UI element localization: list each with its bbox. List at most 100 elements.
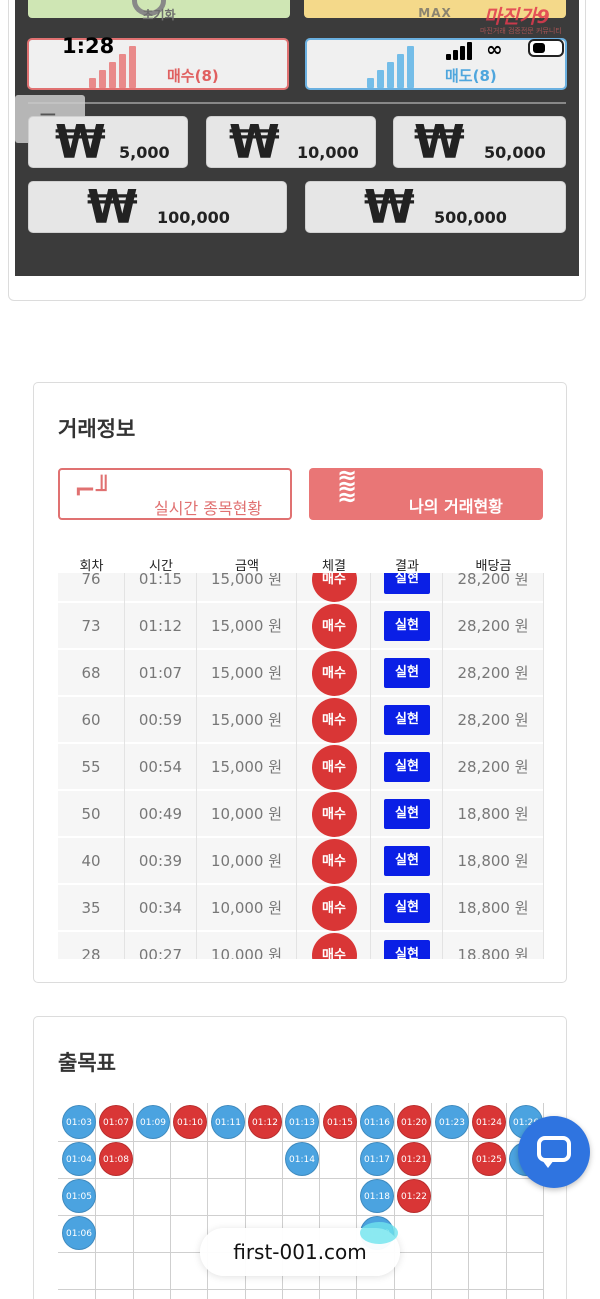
result-chart-title: 출목표 xyxy=(58,1051,116,1075)
result-bead: 01:22 xyxy=(397,1179,431,1213)
max-button[interactable]: MAX xyxy=(304,0,566,20)
signal-up-icon xyxy=(89,44,145,88)
watermark-logo: 마진가9 마진거래 검증전문 커뮤니티 xyxy=(470,2,594,36)
table-cell xyxy=(297,556,371,603)
url-text: first-001.com xyxy=(233,1240,367,1264)
fill-badge: 매수 xyxy=(311,651,357,696)
tab-mine-label: 나의 거래현황 xyxy=(409,497,503,516)
table-row: 60 00:59 15,000 원 28,200 원 매수 실현 xyxy=(58,697,544,744)
status-time: 1:28 xyxy=(62,34,115,58)
sell-label: 매도(8) xyxy=(445,67,497,85)
result-badge: 실현 xyxy=(384,752,430,782)
tab-live-status[interactable]: ⌐╜ 실시간 종목현황 xyxy=(58,468,292,520)
table-cell xyxy=(371,885,443,932)
table-cell: 10,000 원 xyxy=(197,932,297,959)
table-cell: 73 xyxy=(58,603,125,650)
table-cell: 10,000 원 xyxy=(197,885,297,932)
result-bead: 01:15 xyxy=(323,1105,357,1139)
table-row: 50 00:49 10,000 원 18,800 원 매수 실현 xyxy=(58,791,544,838)
table-cell xyxy=(371,791,443,838)
column-header: 시간 xyxy=(149,559,173,574)
result-bead: 01:05 xyxy=(62,1179,96,1213)
table-cell: 01:12 xyxy=(125,603,197,650)
won-icon: ₩ xyxy=(87,180,138,234)
amount-button-10000[interactable]: ₩ 10,000 xyxy=(206,116,376,168)
pulse-icon: ⌐╜ xyxy=(74,476,112,506)
amount-button-5000[interactable]: ₩ 5,000 xyxy=(28,116,188,168)
table-cell: 15,000 원 xyxy=(197,556,297,603)
reset-label: 초기화 xyxy=(142,8,176,22)
table-cell xyxy=(371,650,443,697)
url-bar[interactable]: first-001.com xyxy=(200,1222,400,1276)
table-cell xyxy=(297,697,371,744)
table-cell xyxy=(297,885,371,932)
result-badge: 실현 xyxy=(384,611,430,641)
table-cell: 15,000 원 xyxy=(197,603,297,650)
reset-icon xyxy=(132,0,166,16)
tab-my-trades[interactable]: ≈ ≈ ≈ 나의 거래현황 xyxy=(309,463,543,520)
fill-badge: 매수 xyxy=(311,698,357,743)
fill-badge: 매수 xyxy=(311,933,357,959)
amount-value: 5,000 xyxy=(119,143,170,162)
table-cell xyxy=(297,650,371,697)
table-cell xyxy=(371,697,443,744)
result-bead: 01:08 xyxy=(99,1142,133,1176)
table-cell xyxy=(297,932,371,959)
table-cell: 35 xyxy=(58,885,125,932)
amount-button-100000[interactable]: ₩ 100,000 xyxy=(28,181,287,233)
status-icons: ∞ xyxy=(446,36,570,61)
fill-badge: 매수 xyxy=(311,604,357,649)
result-bead: 01:04 xyxy=(62,1142,96,1176)
table-cell xyxy=(371,744,443,791)
fill-badge: 매수 xyxy=(311,886,357,931)
result-bead: 01:03 xyxy=(62,1105,96,1139)
table-cell xyxy=(297,838,371,885)
result-badge: 실현 xyxy=(384,799,430,829)
table-cell: 18,800 원 xyxy=(443,932,544,959)
column-header: 회차 xyxy=(79,559,104,574)
amount-value: 10,000 xyxy=(297,143,359,162)
table-cell: 15,000 원 xyxy=(197,650,297,697)
result-bead: 01:11 xyxy=(211,1105,245,1139)
table-cell: 10,000 원 xyxy=(197,791,297,838)
result-bead: 01:07 xyxy=(99,1105,133,1139)
amount-value: 500,000 xyxy=(434,208,507,227)
buy-label: 매수(8) xyxy=(167,67,219,85)
result-bead: 01:16 xyxy=(360,1105,394,1139)
table-header: 회차 시간 금액 체결 결과 배당금 xyxy=(58,553,544,574)
amount-button-50000[interactable]: ₩ 50,000 xyxy=(393,116,566,168)
amount-button-500000[interactable]: ₩ 500,000 xyxy=(305,181,566,233)
table-cell: 40 xyxy=(58,838,125,885)
result-bead: 01:06 xyxy=(62,1216,96,1250)
watermark-tagline: 마진거래 검증전문 커뮤니티 xyxy=(480,27,562,35)
table-cell xyxy=(371,932,443,959)
buy-button[interactable]: 매수(8) xyxy=(27,38,289,90)
reset-button[interactable]: 초기화 xyxy=(28,0,290,22)
result-bead: 01:21 xyxy=(397,1142,431,1176)
result-bead: 01:24 xyxy=(472,1105,506,1139)
table-cell: 18,800 원 xyxy=(443,838,544,885)
chat-button[interactable] xyxy=(518,1116,590,1188)
table-cell: 28,200 원 xyxy=(443,744,544,791)
result-bead: 01:09 xyxy=(136,1105,170,1139)
amount-value: 50,000 xyxy=(484,143,546,162)
table-cell xyxy=(297,744,371,791)
link-icon: ∞ xyxy=(486,37,503,61)
table-cell xyxy=(297,603,371,650)
column-header: 금액 xyxy=(235,559,259,574)
result-bead: 01:23 xyxy=(435,1105,469,1139)
table-cell: 01:15 xyxy=(125,556,197,603)
table-row: 55 00:54 15,000 원 28,200 원 매수 실현 xyxy=(58,744,544,791)
result-badge: 실현 xyxy=(384,893,430,923)
table-cell: 28,200 원 xyxy=(443,603,544,650)
table-cell: 55 xyxy=(58,744,125,791)
result-bead: 01:10 xyxy=(173,1105,207,1139)
table-cell: 10,000 원 xyxy=(197,838,297,885)
table-cell: 28,200 원 xyxy=(443,697,544,744)
trade-table[interactable]: 회차 시간 금액 체결 결과 배당금 76 01:15 15,000 원 28,200… xyxy=(58,553,544,959)
table-cell: 00:39 xyxy=(125,838,197,885)
sell-button[interactable]: 매도(8) xyxy=(305,38,567,90)
table-row: 28 00:27 10,000 원 18,800 원 매수 실현 xyxy=(58,932,544,959)
table-cell: 60 xyxy=(58,697,125,744)
amount-value: 100,000 xyxy=(157,208,230,227)
